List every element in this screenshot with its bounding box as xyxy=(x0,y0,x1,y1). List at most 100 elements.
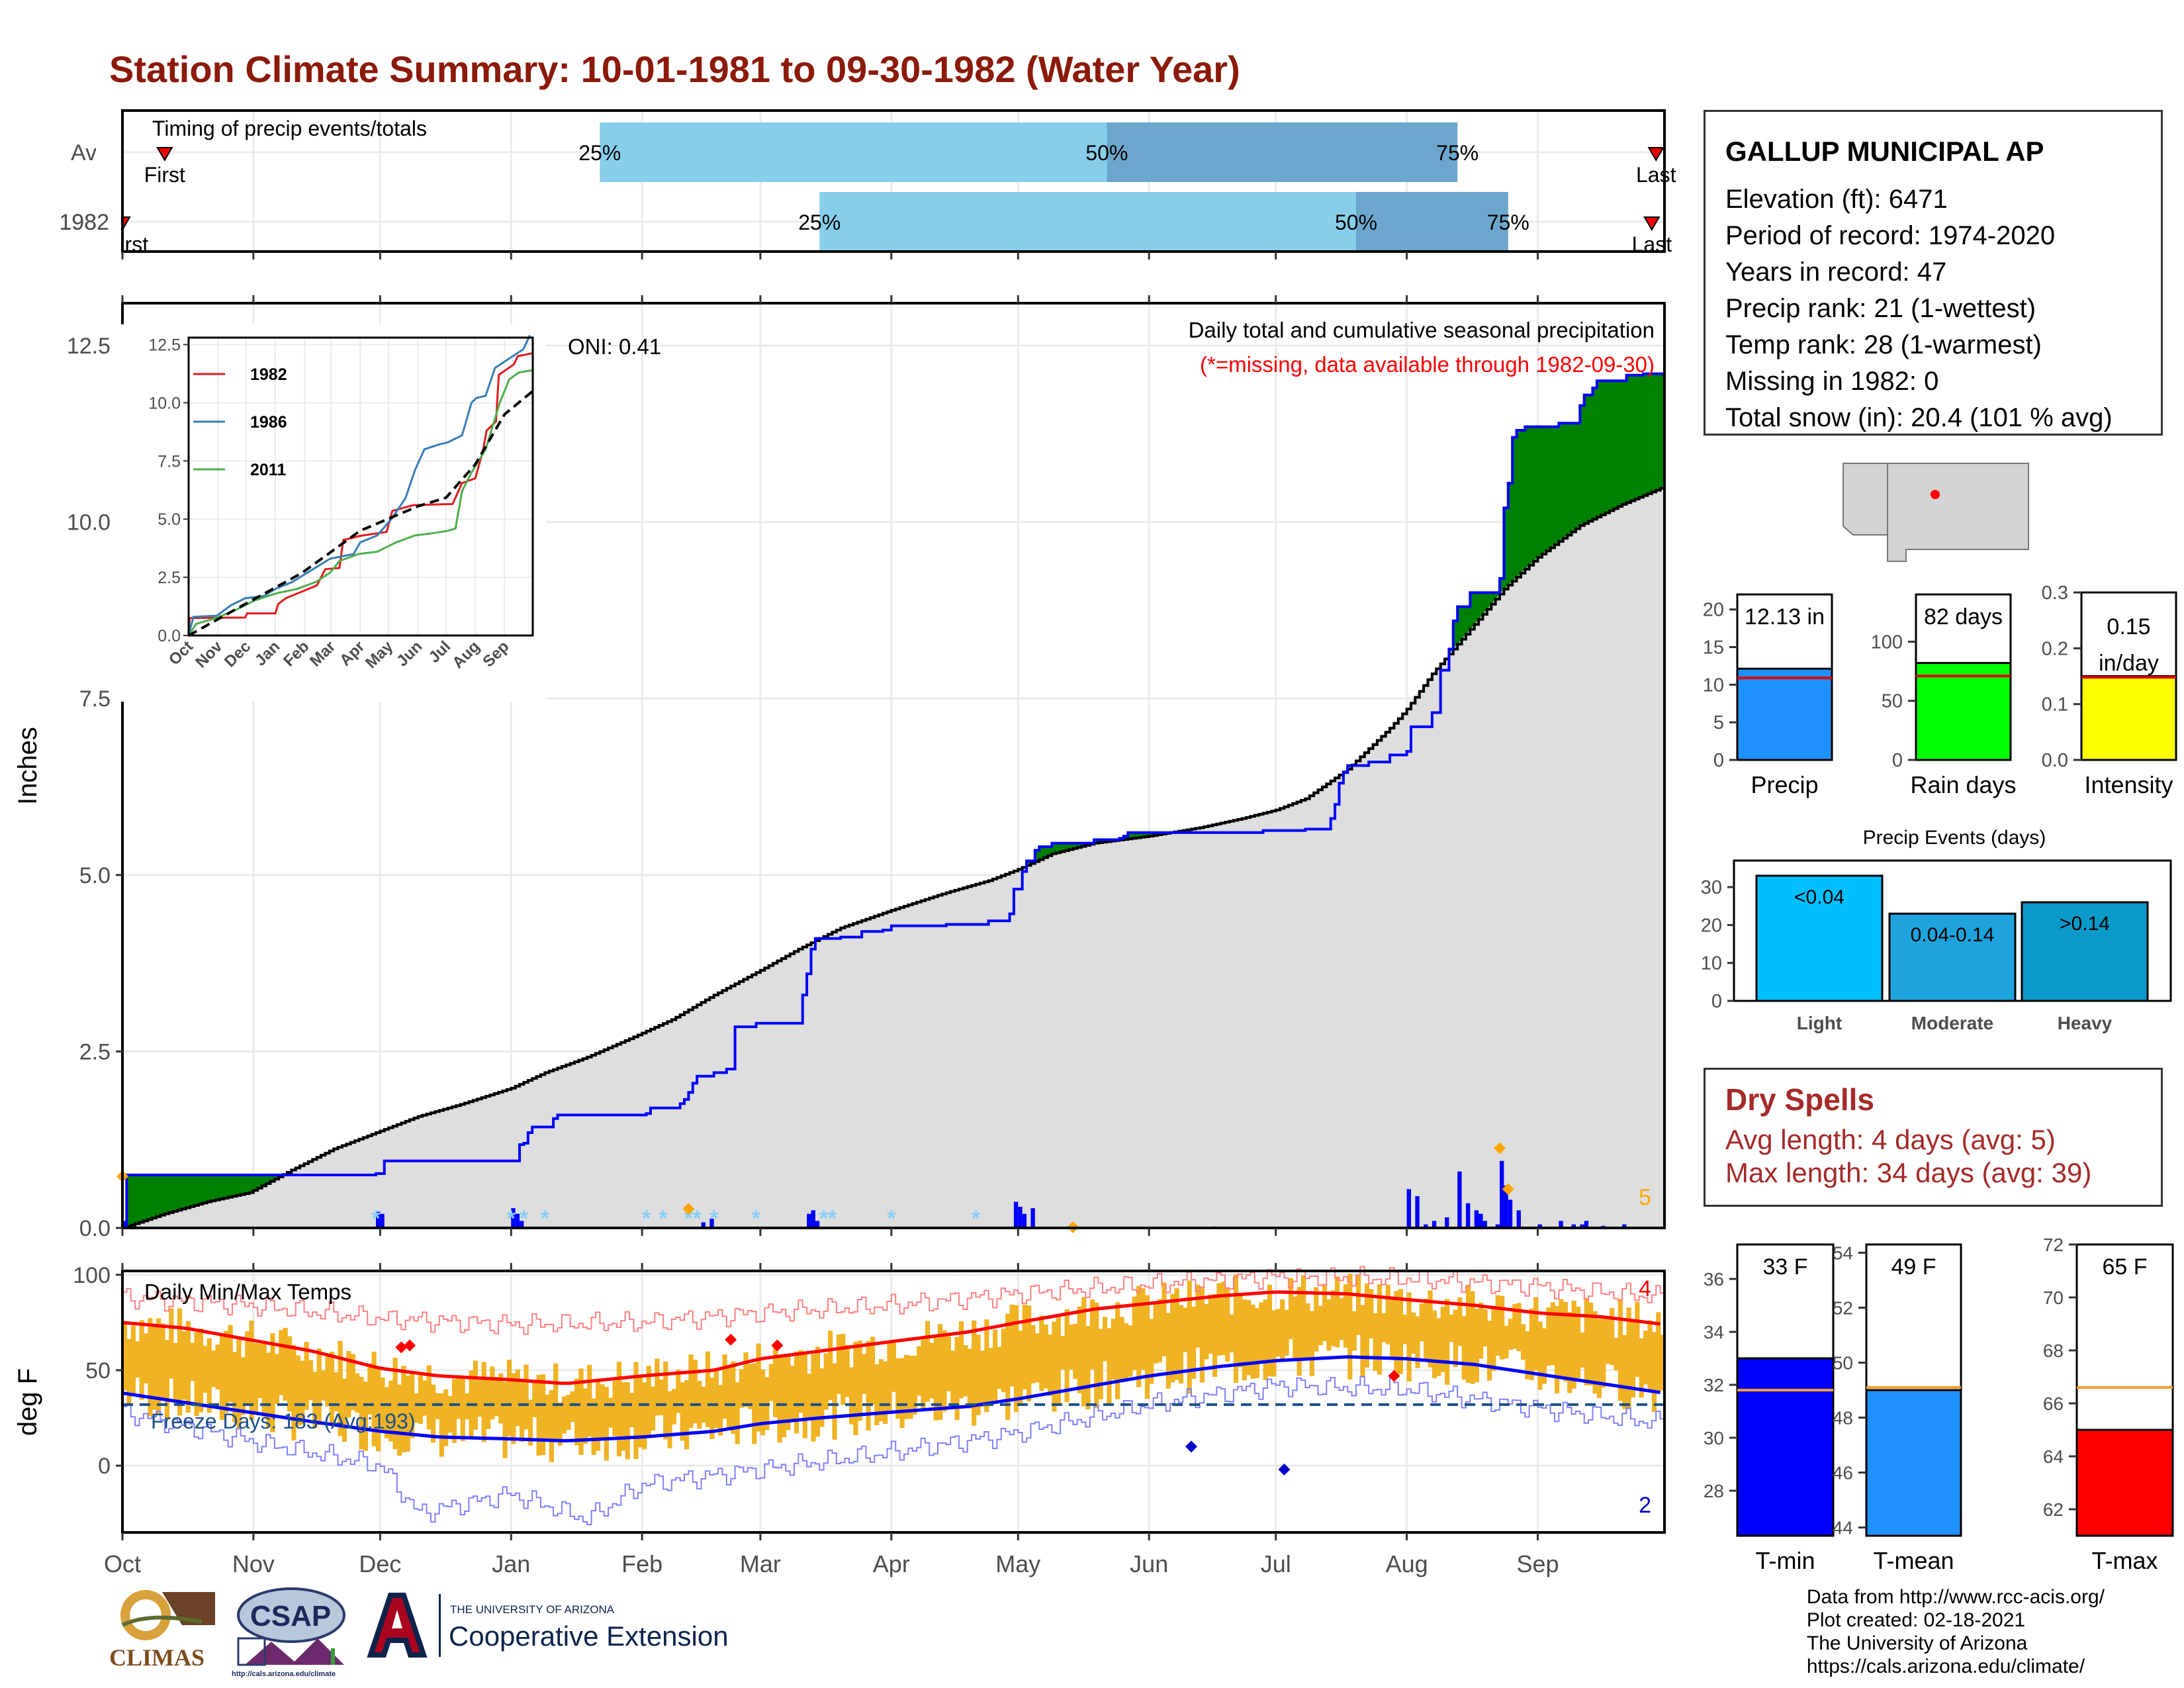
daily-temp-bar xyxy=(616,1362,622,1457)
daily-temp-bar xyxy=(1436,1318,1441,1376)
daily-precip-bar xyxy=(380,1213,385,1228)
tmean-summary-ytick-label: 44 xyxy=(1833,1518,1853,1538)
daily-temp-bar xyxy=(777,1354,782,1443)
daily-temp-bar xyxy=(1592,1311,1598,1394)
daily-temp-bar xyxy=(718,1385,723,1436)
daily-temp-bar xyxy=(1626,1307,1631,1409)
precip-anomaly-band xyxy=(1073,843,1078,849)
daily-precip-bar xyxy=(511,1208,516,1228)
daily-temp-bar xyxy=(1081,1297,1087,1407)
daily-temp-bar xyxy=(1132,1296,1137,1370)
daily-temp-bar xyxy=(705,1351,711,1427)
daily-precip-bar xyxy=(1516,1210,1521,1228)
precip-event-category: Light xyxy=(1797,1013,1842,1033)
daily-temp-bar xyxy=(1419,1303,1424,1342)
snow-marker: * xyxy=(541,1206,550,1231)
daily-temp-bar xyxy=(1238,1295,1243,1368)
precip-anomaly-band xyxy=(143,1175,148,1221)
tmin-summary-bar xyxy=(1736,1357,1835,1537)
daily-temp-bar xyxy=(557,1402,563,1446)
precip-anomaly-band xyxy=(160,1175,165,1215)
intensity-summary-category-label: Intensity xyxy=(2084,771,2173,798)
daily-temp-bar xyxy=(874,1364,880,1426)
daily-temp-bar xyxy=(520,1380,525,1442)
daily-temp-bar xyxy=(371,1352,377,1446)
daily-temp-bar xyxy=(1351,1311,1357,1351)
daily-temp-bar xyxy=(540,1374,546,1456)
tmin-summary-ytick-label: 34 xyxy=(1704,1322,1724,1342)
daily-temp-bar xyxy=(1465,1284,1471,1383)
precip-anomaly-band xyxy=(1559,423,1564,541)
precip-anomaly-band xyxy=(215,1175,220,1200)
month-label: Nov xyxy=(232,1550,275,1577)
daily-temp-bar xyxy=(181,1331,187,1400)
tmax-summary-ytick-label: 68 xyxy=(2043,1340,2064,1361)
snow-marker: * xyxy=(642,1206,651,1231)
csap-logo-text: CSAP xyxy=(250,1600,332,1632)
precip-average-line xyxy=(122,487,1666,1229)
daily-temp-bar xyxy=(1390,1299,1395,1357)
daily-temp-bar xyxy=(1520,1324,1526,1360)
daily-temp-bar xyxy=(1136,1286,1142,1387)
daily-temp-bar xyxy=(963,1345,968,1397)
daily-temp-bar xyxy=(1170,1293,1175,1383)
daily-precip-bar xyxy=(1465,1203,1471,1228)
timing-clip xyxy=(96,113,121,254)
precip-anomaly-band xyxy=(1461,606,1467,639)
precip-anomaly-band xyxy=(1601,381,1606,515)
daily-temp-bar xyxy=(477,1380,482,1417)
page-title: Station Climate Summary: 10-01-1981 to 0… xyxy=(109,48,1240,90)
precip-anomaly-band xyxy=(270,1175,275,1182)
intensity-summary-ytick-label: 0.1 xyxy=(2042,694,2068,716)
daily-precip-bar xyxy=(520,1221,524,1228)
temp-ytick-label: 100 xyxy=(73,1263,111,1288)
daily-temp-bar xyxy=(1161,1282,1167,1356)
daily-temp-bar xyxy=(1567,1311,1572,1393)
daily-temp-bar xyxy=(148,1318,153,1417)
daily-temp-bar xyxy=(848,1367,854,1425)
daily-temp-bar xyxy=(798,1350,803,1413)
daily-temp-bar xyxy=(903,1354,909,1419)
daily-temp-bar xyxy=(929,1342,934,1399)
month-label: Jun xyxy=(1130,1550,1168,1577)
precip-anomaly-band xyxy=(1588,395,1594,522)
precip-anomaly-band xyxy=(1149,832,1154,837)
precip-anomaly-band xyxy=(274,1175,279,1180)
daily-temp-bar xyxy=(1486,1321,1492,1381)
precip-anomaly-band xyxy=(1495,592,1500,600)
daily-precip-bar xyxy=(1415,1196,1420,1228)
daily-temp-bar xyxy=(1656,1312,1661,1393)
precip-ytick-label: 0.0 xyxy=(79,1216,111,1241)
precip-anomaly-band xyxy=(173,1175,178,1212)
daily-temp-bar xyxy=(1284,1309,1289,1356)
daily-temp-bar xyxy=(713,1368,719,1429)
daily-temp-bar xyxy=(266,1352,271,1427)
timing-q50-label: 50% xyxy=(1335,211,1377,234)
daily-temp-bar xyxy=(1195,1284,1201,1348)
precip-anomaly-band xyxy=(1504,508,1509,589)
footer-line: The University of Arizona xyxy=(1806,1632,2028,1654)
precip-event-category: Moderate xyxy=(1911,1013,1993,1033)
daily-temp-bar xyxy=(790,1366,795,1420)
daily-temp-bar xyxy=(1225,1288,1230,1362)
daily-temp-bar xyxy=(359,1376,364,1450)
daily-temp-bar xyxy=(954,1336,960,1421)
daily-temp-bar xyxy=(494,1377,499,1417)
precip-event-value-label: 0.04-0.14 xyxy=(1911,924,1995,946)
precip-anomaly-band xyxy=(1639,375,1644,498)
daily-temp-bar xyxy=(1605,1318,1610,1364)
precip-anomaly-band xyxy=(211,1175,216,1201)
daily-temp-bar xyxy=(756,1343,761,1432)
daily-temp-bar xyxy=(1617,1299,1623,1401)
record-temp-marker xyxy=(1388,1370,1400,1382)
daily-temp-bar xyxy=(895,1358,901,1419)
daily-temp-bar xyxy=(1402,1314,1408,1344)
precip-title: Daily total and cumulative seasonal prec… xyxy=(1189,318,1655,342)
precip-anomaly-band xyxy=(1533,426,1539,561)
precip-anomaly-band xyxy=(1098,839,1103,843)
precip-anomaly-band xyxy=(203,1175,208,1203)
dry-spells-heading: Dry Spells xyxy=(1725,1082,1874,1117)
daily-temp-bar xyxy=(887,1342,892,1411)
precip-anomaly-band xyxy=(1575,423,1580,529)
footer-line: https://cals.arizona.edu/climate/ xyxy=(1806,1656,2085,1677)
